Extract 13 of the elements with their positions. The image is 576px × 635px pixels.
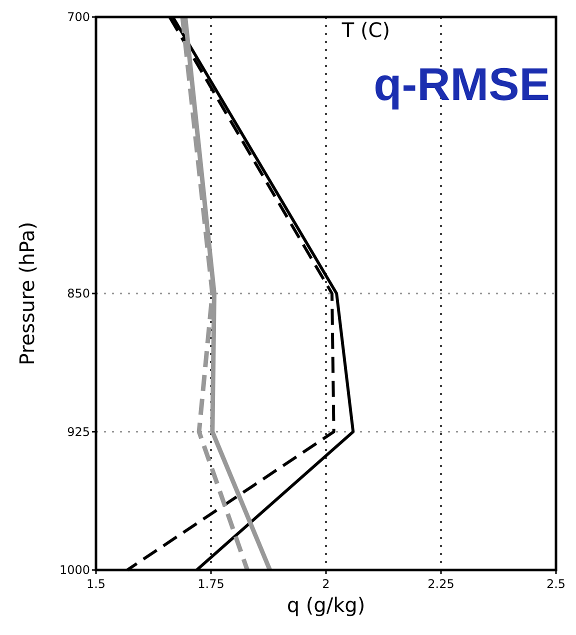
x-tick-label: 2.5 <box>546 577 566 591</box>
x-tick-label: 1.75 <box>198 577 224 591</box>
y-tick-label: 850 <box>67 286 90 301</box>
text: q-RMSE <box>374 58 550 110</box>
y-tick-label: 925 <box>67 424 90 439</box>
x-axis-title: q (g/kg) <box>286 593 366 617</box>
y-axis-title: Pressure (hPa) <box>15 222 39 366</box>
annotation: T (C) <box>340 18 390 42</box>
x-tick-label: 2 <box>322 577 330 591</box>
x-tick-label: 2.25 <box>428 577 454 591</box>
x-tick-label: 1.5 <box>86 577 106 591</box>
y-tick-label: 1000 <box>59 563 90 578</box>
y-tick-label: 700 <box>67 10 90 24</box>
